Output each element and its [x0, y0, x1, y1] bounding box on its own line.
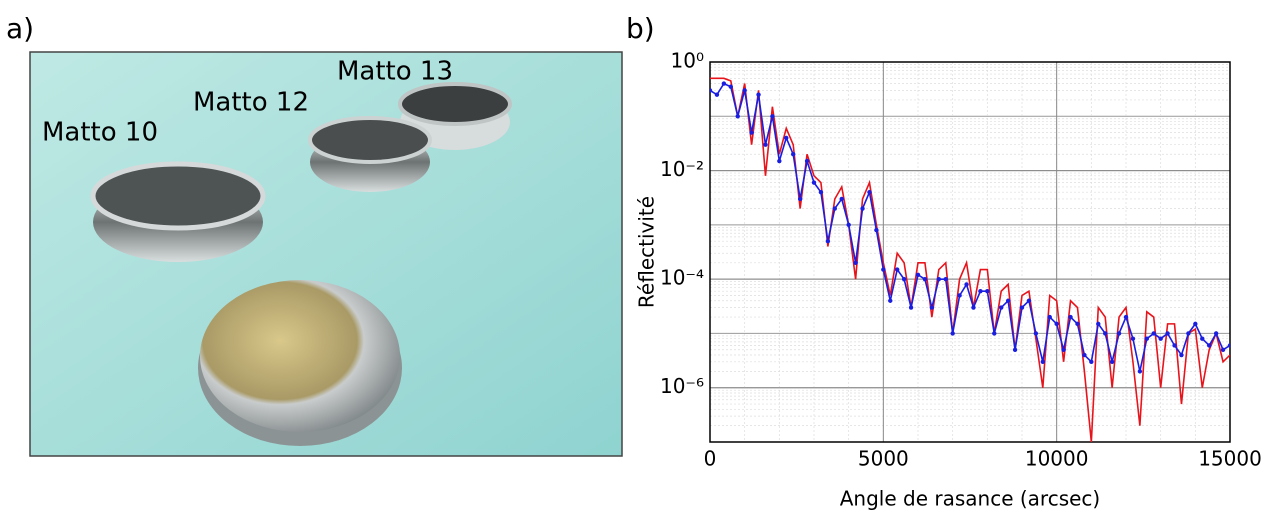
data-point: [1040, 359, 1046, 365]
data-point: [791, 152, 796, 157]
x-tick-label: 15000: [1198, 447, 1262, 471]
data-point: [908, 305, 914, 310]
data-point: [1061, 347, 1066, 352]
data-point: [770, 114, 775, 119]
data-point: [777, 158, 782, 164]
data-point: [860, 206, 865, 211]
data-point: [1179, 352, 1184, 358]
data-point: [728, 84, 733, 89]
y-tick-label: 10⁰: [671, 49, 704, 73]
data-point: [839, 196, 844, 202]
data-point: [1109, 359, 1115, 365]
data-point: [936, 276, 941, 282]
data-point: [1005, 298, 1011, 303]
data-point: [1026, 298, 1032, 303]
data-point: [1123, 314, 1129, 320]
data-point: [957, 293, 962, 298]
data-point: [1012, 347, 1018, 352]
data-point: [1103, 331, 1108, 336]
data-point: [978, 288, 983, 294]
data-point: [721, 81, 727, 86]
data-point: [784, 135, 789, 141]
data-point: [1165, 331, 1170, 336]
data-point: [985, 288, 990, 294]
data-point: [1075, 321, 1080, 327]
data-point: [818, 189, 824, 195]
y-tick-label: 10⁻⁴: [660, 266, 704, 290]
data-point: [867, 189, 872, 195]
data-point: [950, 331, 955, 336]
data-point: [797, 196, 803, 202]
data-point: [1019, 305, 1025, 310]
data-point: [915, 272, 921, 278]
data-point: [1033, 331, 1039, 336]
data-point: [881, 267, 886, 272]
data-point: [901, 276, 907, 282]
data-point: [1200, 336, 1205, 341]
data-point: [710, 88, 713, 93]
data-point: [1172, 343, 1177, 348]
data-point: [1220, 347, 1226, 352]
data-point: [971, 305, 976, 310]
data-point: [999, 305, 1004, 310]
data-point: [1151, 331, 1156, 336]
data-point: [825, 238, 831, 244]
data-point: [1207, 343, 1212, 348]
data-point: [1137, 369, 1143, 374]
data-point: [922, 276, 928, 282]
x-axis-label: Angle de rasance (arcsec): [840, 487, 1100, 511]
data-point: [1089, 359, 1094, 365]
data-point: [992, 331, 997, 336]
data-point: [742, 88, 747, 93]
annotation: Matto 12: [193, 88, 309, 118]
plot-frame: [709, 61, 1231, 443]
annotation: Matto 10: [42, 118, 158, 148]
data-point: [735, 114, 740, 119]
data-point: [763, 142, 768, 147]
data-point: [895, 267, 900, 272]
data-point: [853, 260, 858, 266]
data-point: [874, 227, 879, 233]
data-point: [1047, 314, 1052, 320]
data-point: [1213, 331, 1219, 336]
data-point: [1054, 321, 1059, 327]
data-point: [846, 222, 851, 228]
data-point: [1068, 314, 1073, 320]
data-point: [714, 92, 720, 97]
data-point: [1186, 331, 1191, 336]
data-point: [1096, 321, 1101, 327]
data-point: [1144, 336, 1150, 341]
panel-label: b): [626, 12, 655, 45]
data-point: [832, 206, 837, 211]
photo: [29, 51, 623, 457]
annotation: Matto 13: [337, 57, 453, 87]
data-point: [888, 298, 893, 303]
data-point: [811, 180, 817, 185]
data-point: [943, 276, 948, 282]
data-point: [1116, 331, 1122, 336]
data-point: [1227, 343, 1230, 348]
y-axis-label: Réflectivité: [635, 196, 659, 308]
x-tick-label: 5000: [858, 447, 909, 471]
data-point: [756, 92, 761, 97]
series-line: [710, 82, 1230, 372]
data-point: [1082, 352, 1087, 358]
data-point: [964, 282, 969, 287]
x-tick-label: 0: [704, 447, 717, 471]
data-point: [1158, 336, 1163, 341]
data-point: [1130, 336, 1136, 341]
data-point: [804, 158, 810, 164]
data-point: [929, 305, 935, 310]
data-point: [749, 130, 754, 135]
y-tick-label: 10⁻²: [660, 157, 704, 181]
panel-label: a): [6, 12, 34, 45]
data-point: [1193, 321, 1198, 327]
x-tick-label: 10000: [1025, 447, 1089, 471]
y-tick-label: 10⁻⁶: [660, 374, 704, 398]
